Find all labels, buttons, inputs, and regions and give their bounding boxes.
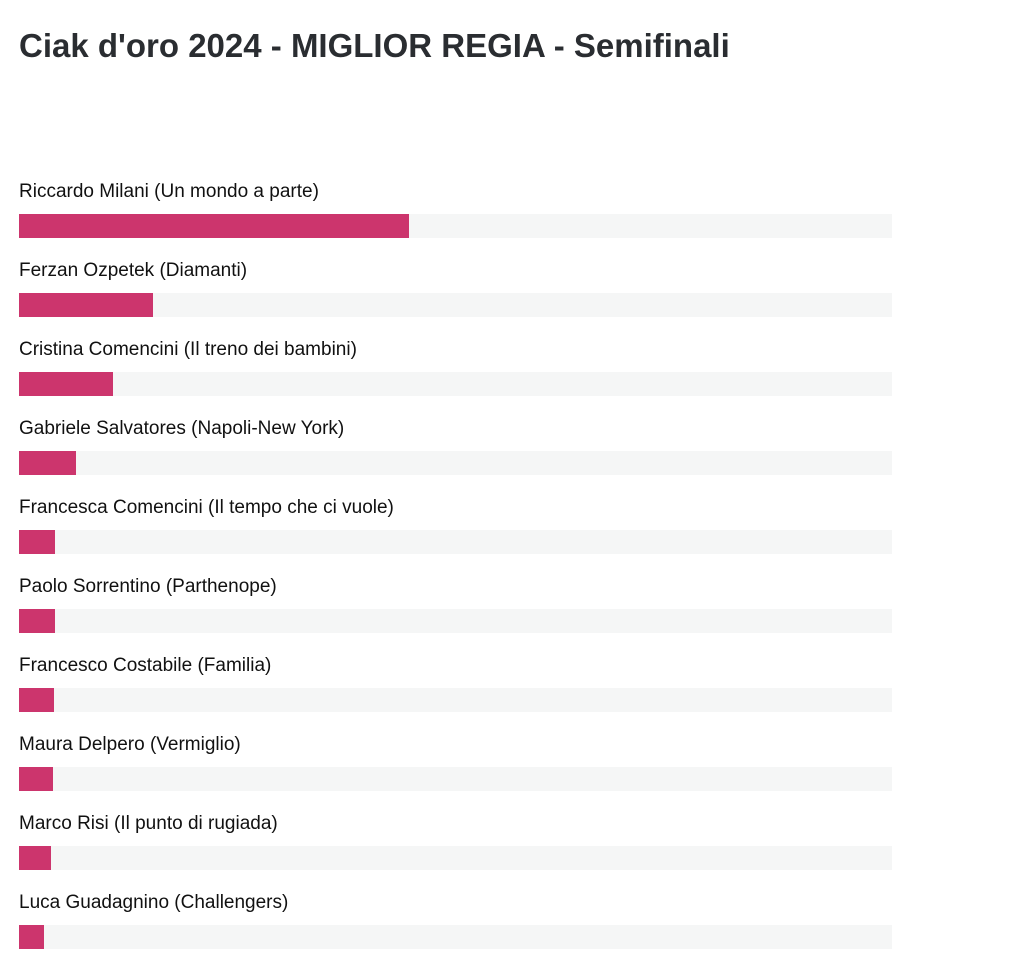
option-label: Ferzan Ozpetek (Diamanti) [19, 260, 248, 281]
option-label: Cristina Comencini (Il treno dei bambini… [19, 339, 357, 360]
result-bar-track [19, 609, 892, 633]
option-label: Francesca Comencini (Il tempo che ci vuo… [19, 497, 394, 518]
poll-option: Cristina Comencini (Il treno dei bambini… [19, 334, 892, 413]
option-label: Marco Risi (Il punto di rugiada) [19, 813, 278, 834]
option-label: Paolo Sorrentino (Parthenope) [19, 576, 277, 597]
result-bar-track [19, 688, 892, 712]
result-bar-fill [19, 767, 54, 791]
result-bar-track [19, 451, 892, 475]
result-bar-track [19, 293, 892, 317]
poll-option: Francesco Costabile (Familia) [19, 650, 892, 729]
poll-results: Riccardo Milani (Un mondo a parte) Ferza… [19, 176, 892, 966]
result-bar-track [19, 846, 892, 870]
poll-option: Paolo Sorrentino (Parthenope) [19, 571, 892, 650]
result-bar-track [19, 530, 892, 554]
option-label: Luca Guadagnino (Challengers) [19, 892, 289, 913]
result-bar-track [19, 925, 892, 949]
result-bar-fill [19, 688, 54, 712]
result-bar-fill [19, 846, 52, 870]
poll-option: Ferzan Ozpetek (Diamanti) [19, 255, 892, 334]
result-bar-fill [19, 530, 55, 554]
result-bar-fill [19, 451, 76, 475]
poll-option: Marco Risi (Il punto di rugiada) [19, 808, 892, 887]
result-bar-fill [19, 609, 55, 633]
result-bar-track [19, 214, 892, 238]
result-bar-fill [19, 214, 410, 238]
result-bar-fill [19, 372, 114, 396]
option-label: Francesco Costabile (Familia) [19, 655, 272, 676]
result-bar-fill [19, 925, 45, 949]
option-label: Maura Delpero (Vermiglio) [19, 734, 241, 755]
option-label: Gabriele Salvatores (Napoli-New York) [19, 418, 345, 439]
option-label: Riccardo Milani (Un mondo a parte) [19, 181, 319, 202]
poll-option: Riccardo Milani (Un mondo a parte) [19, 176, 892, 255]
result-bar-fill [19, 293, 154, 317]
result-bar-track [19, 372, 892, 396]
poll-option: Luca Guadagnino (Challengers) [19, 887, 892, 966]
poll-option: Francesca Comencini (Il tempo che ci vuo… [19, 492, 892, 571]
page-title: Ciak d'oro 2024 - MIGLIOR REGIA - Semifi… [19, 27, 730, 64]
poll-option: Gabriele Salvatores (Napoli-New York) [19, 413, 892, 492]
result-bar-track [19, 767, 892, 791]
poll-option: Maura Delpero (Vermiglio) [19, 729, 892, 808]
